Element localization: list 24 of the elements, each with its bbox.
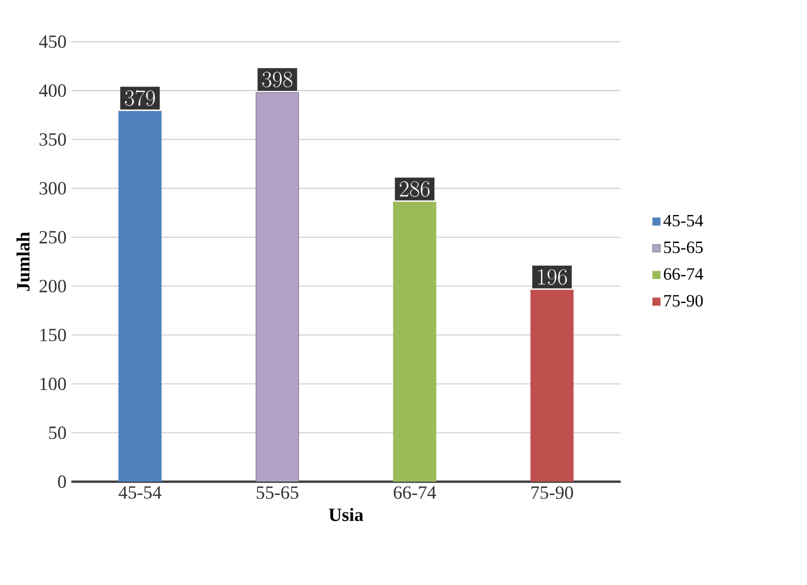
data-label: 286 bbox=[400, 181, 430, 197]
legend-label: 66-74 bbox=[664, 268, 704, 280]
y-tick-label: 100 bbox=[40, 378, 66, 390]
legend-label: 55-65 bbox=[664, 242, 703, 254]
y-tick-label: 350 bbox=[40, 133, 66, 146]
x-tick-label: 66-74 bbox=[394, 486, 436, 499]
data-label: 379 bbox=[124, 90, 155, 106]
legend-label: 45-54 bbox=[663, 214, 704, 226]
y-tick-label: 300 bbox=[40, 182, 66, 195]
y-tick-label: 450 bbox=[39, 35, 66, 48]
y-tick-label: 0 bbox=[58, 475, 66, 488]
y-tick-label: 200 bbox=[40, 280, 66, 292]
y-tick-label: 250 bbox=[40, 230, 66, 244]
y-tick-label: 50 bbox=[49, 426, 66, 440]
x-tick-label: 55-65 bbox=[256, 486, 298, 499]
y-tick-label: 400 bbox=[39, 84, 66, 97]
data-label: 398 bbox=[262, 72, 292, 88]
x-tick-label: 45-54 bbox=[118, 486, 162, 499]
y-tick-label: 150 bbox=[40, 328, 66, 342]
data-label: 196 bbox=[538, 269, 567, 285]
y-axis-title: Jumlah bbox=[16, 232, 30, 291]
x-tick-label: 75-90 bbox=[532, 486, 573, 499]
legend-label: 75-90 bbox=[664, 294, 703, 307]
x-axis-title: Usia bbox=[328, 508, 364, 522]
